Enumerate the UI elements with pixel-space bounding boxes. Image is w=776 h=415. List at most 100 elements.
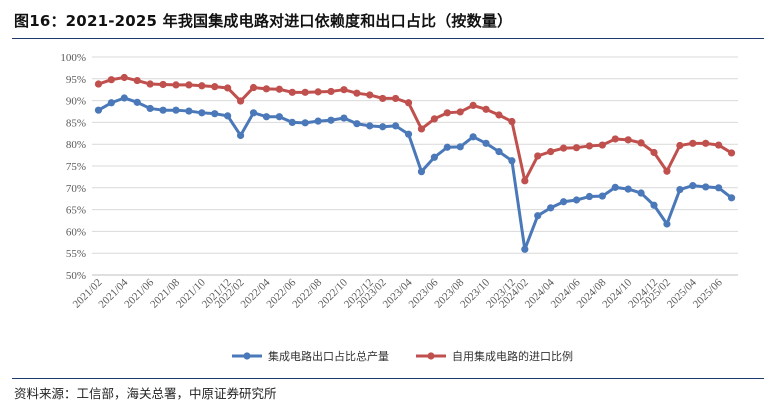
source-note: 资料来源：工信部，海关总署，中原证券研究所 — [14, 386, 277, 401]
data-point — [340, 114, 348, 122]
data-point — [715, 141, 723, 149]
data-point — [353, 89, 361, 97]
data-point — [508, 157, 516, 165]
legend-marker — [427, 352, 435, 360]
data-point — [702, 183, 710, 191]
data-point — [236, 131, 245, 140]
data-point — [327, 87, 335, 96]
data-point — [107, 99, 115, 107]
x-tick-label: 2025/06 — [691, 276, 725, 310]
data-point — [172, 106, 180, 114]
data-point — [185, 81, 193, 89]
data-point — [404, 99, 413, 107]
data-point — [534, 152, 542, 160]
data-point — [353, 120, 361, 128]
data-point — [624, 185, 632, 193]
data-point — [198, 109, 206, 117]
data-point — [495, 111, 503, 119]
data-point — [663, 220, 671, 228]
data-point — [547, 148, 555, 156]
data-point — [275, 113, 283, 121]
data-point — [663, 167, 671, 175]
data-point — [249, 109, 258, 117]
data-point — [146, 80, 154, 88]
data-point — [702, 139, 710, 147]
data-point — [637, 189, 645, 197]
data-point — [469, 133, 477, 141]
data-point — [262, 113, 271, 121]
data-point — [288, 118, 296, 126]
data-point — [624, 136, 632, 144]
data-point — [301, 88, 309, 96]
data-point — [495, 148, 503, 156]
data-point — [637, 139, 645, 147]
y-tick-label: 100% — [60, 52, 86, 64]
data-point — [159, 80, 167, 89]
data-point — [107, 76, 115, 84]
data-point — [288, 88, 296, 96]
series-line — [96, 96, 734, 251]
data-point — [534, 212, 542, 220]
data-point — [689, 139, 697, 147]
data-point — [327, 116, 335, 124]
data-point — [159, 106, 167, 114]
data-point — [456, 143, 464, 151]
data-point — [417, 125, 426, 133]
data-point — [585, 192, 594, 201]
data-point — [585, 142, 594, 150]
source-divider — [12, 378, 764, 379]
data-point — [482, 139, 490, 147]
data-point — [611, 135, 619, 143]
y-tick-label: 50% — [66, 270, 86, 282]
data-point — [559, 198, 568, 206]
y-tick-label: 95% — [66, 74, 86, 86]
title-divider — [12, 38, 764, 39]
data-point — [224, 112, 232, 120]
data-point — [689, 182, 697, 190]
x-axis-labels: 2021/022021/042021/062021/082021/102021/… — [71, 276, 725, 310]
data-point — [727, 149, 736, 157]
data-point — [392, 94, 400, 103]
y-tick-label: 70% — [66, 183, 86, 195]
data-point — [133, 76, 141, 85]
data-point — [469, 101, 477, 109]
data-point — [340, 86, 348, 94]
data-point — [94, 106, 103, 114]
legend-label: 集成电路出口占比总产量 — [268, 349, 389, 363]
data-point — [120, 73, 128, 82]
data-point — [676, 185, 684, 194]
data-point — [249, 83, 258, 92]
y-tick-label: 80% — [66, 139, 86, 151]
data-point — [508, 117, 516, 126]
data-point — [301, 119, 309, 127]
data-point — [120, 94, 128, 102]
data-point — [521, 177, 529, 185]
data-point — [430, 153, 438, 161]
gridlines — [92, 56, 738, 276]
data-point — [94, 80, 103, 88]
data-point — [133, 98, 141, 106]
data-point — [715, 184, 723, 192]
data-point — [482, 105, 490, 113]
data-point — [417, 168, 426, 176]
y-tick-label: 90% — [66, 96, 86, 108]
data-point — [275, 85, 283, 93]
data-point — [547, 204, 555, 212]
y-tick-label: 75% — [66, 161, 86, 173]
data-point — [456, 108, 464, 116]
data-point — [650, 148, 658, 157]
data-point — [392, 122, 400, 130]
data-point — [443, 143, 451, 151]
legend: 集成电路出口占比总产量 自用集成电路的进口比例 — [232, 349, 573, 363]
data-point — [262, 85, 271, 93]
data-point — [379, 94, 387, 103]
data-point — [211, 83, 219, 91]
data-point — [314, 117, 322, 125]
data-point — [236, 97, 245, 105]
data-point — [404, 130, 413, 138]
data-point — [172, 81, 180, 89]
data-point — [611, 183, 619, 191]
data-point — [224, 84, 232, 92]
data-point — [650, 201, 658, 209]
